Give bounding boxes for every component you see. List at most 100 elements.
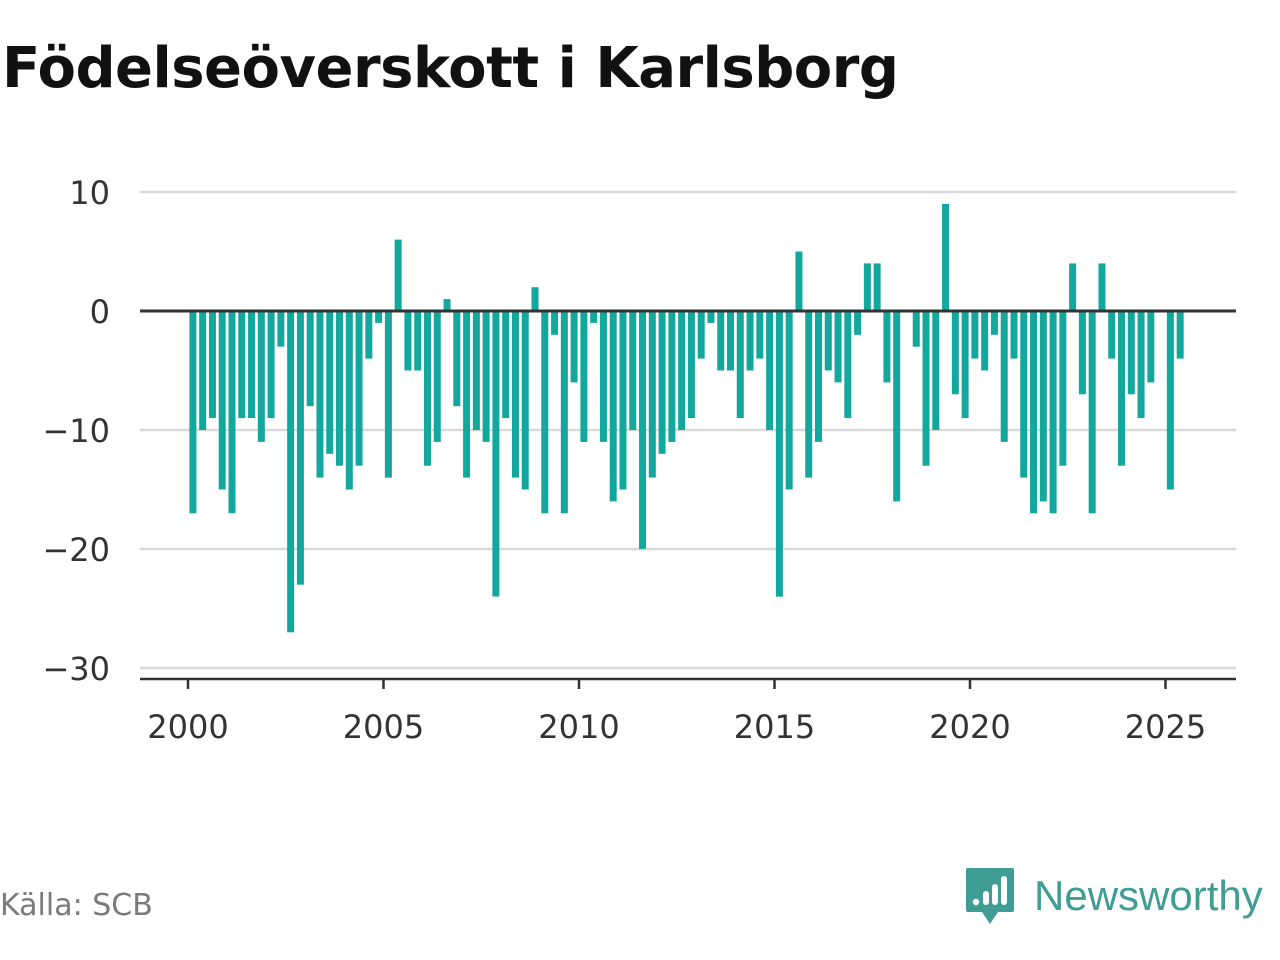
bar [590,311,598,323]
bar [942,203,950,311]
bar [326,311,334,454]
bar [1098,263,1106,311]
bar [267,311,275,419]
bar [912,311,920,347]
bar [824,311,832,371]
bar [658,311,666,454]
x-tick-label: 2015 [734,708,815,746]
bar [394,239,402,311]
y-tick-label: 10 [69,174,110,212]
source-note: Källa: SCB [0,888,153,923]
bar [560,311,568,514]
bar [814,311,822,442]
bar [238,311,246,419]
bar [619,311,627,490]
x-tick-label: 2005 [343,708,424,746]
bar [228,311,236,514]
bar [717,311,725,371]
bar [785,311,793,490]
bar [1147,311,1155,383]
x-axis: 2000 2005 2010 2015 2020 2025 [140,677,1236,746]
bar [189,311,197,514]
bar [492,311,500,597]
bar [599,311,607,442]
bar [893,311,901,502]
bar [531,287,539,311]
bar [1137,311,1145,419]
bar [687,311,695,419]
bar [727,311,735,371]
y-tick-label: −20 [42,531,110,569]
bar [375,311,383,323]
bar [1118,311,1126,466]
bar [883,311,891,383]
bar [208,311,216,419]
bar [248,311,256,419]
bar [404,311,412,371]
bar [863,263,871,311]
chart-title: Födelseöverskott i Karlsborg [2,36,899,101]
y-tick-label: −30 [42,650,110,688]
bar [463,311,471,478]
bar [775,311,783,597]
bar [746,311,754,371]
bar [961,311,969,419]
bar [355,311,363,466]
brand-name: Newsworthy [1034,872,1263,919]
bar [365,311,373,359]
bar [1078,311,1086,395]
bar [414,311,422,371]
brand-logo: Newsworthy [964,866,1263,926]
bar [257,311,265,442]
newsworthy-logo-icon [966,868,1014,924]
bar [834,311,842,383]
bar [951,311,959,395]
bar [1030,311,1038,514]
bar [1059,311,1067,466]
bar [541,311,549,514]
bar [551,311,559,335]
bar [1049,311,1057,514]
bar [844,311,852,419]
bar [199,311,207,430]
y-axis: 10 0 −10 −20 −30 [42,174,110,688]
bar [1010,311,1018,359]
bar [805,311,813,478]
bar [453,311,461,407]
bar [521,311,529,490]
bar [570,311,578,383]
x-tick-label: 2010 [538,708,619,746]
x-tick-label: 2025 [1125,708,1206,746]
bar [423,311,431,466]
bar [1000,311,1008,442]
bar [873,263,881,311]
bar [1069,263,1077,311]
bar [502,311,510,419]
bar [981,311,989,371]
bar [433,311,441,442]
bar [668,311,676,442]
bar [580,311,588,442]
bar [1108,311,1116,359]
bar [697,311,705,359]
x-tick-label: 2020 [929,708,1010,746]
bar [854,311,862,335]
bar-chart: 10 0 −10 −20 −30 2000 2005 2010 2015 2020 2025 [42,174,1236,746]
bar [345,311,353,490]
bar [756,311,764,359]
bar [218,311,226,490]
bar [678,311,686,430]
bar [384,311,392,478]
bar [316,311,324,478]
bar [766,311,774,430]
bar [932,311,940,430]
bar [1020,311,1028,478]
bar [1176,311,1184,359]
bar [306,311,314,407]
bar [1166,311,1174,490]
bar [795,251,803,311]
y-tick-label: 0 [90,293,110,331]
bar [922,311,930,466]
x-tick-label: 2000 [147,708,228,746]
bar [648,311,656,478]
